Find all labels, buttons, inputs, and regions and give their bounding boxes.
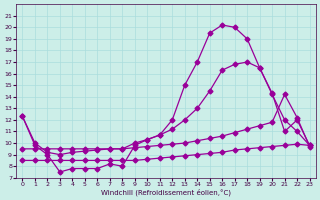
- X-axis label: Windchill (Refroidissement éolien,°C): Windchill (Refroidissement éolien,°C): [101, 188, 231, 196]
